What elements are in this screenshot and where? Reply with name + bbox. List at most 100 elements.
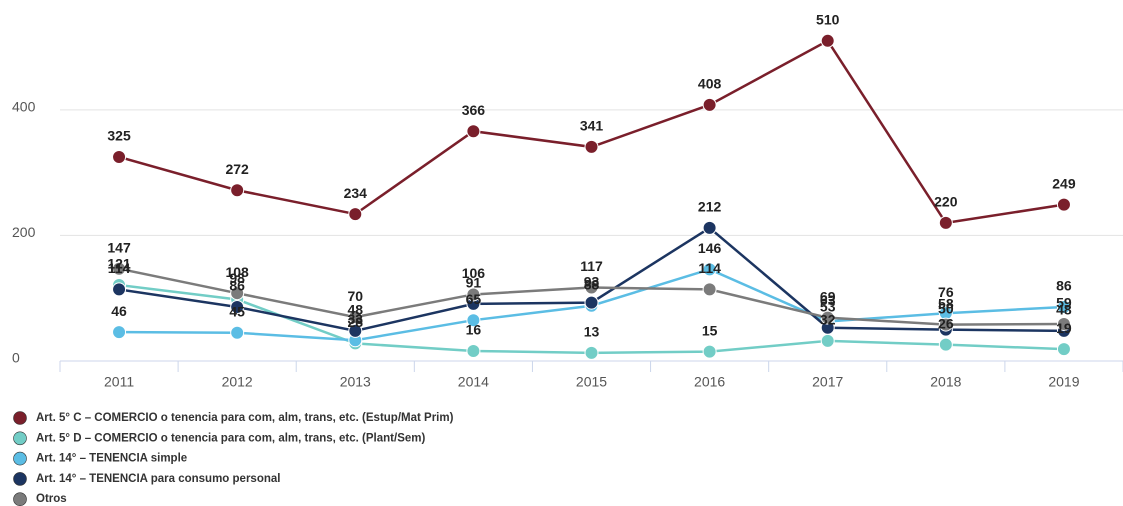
x-tick-label: 2019 xyxy=(1048,374,1079,390)
data-label: 220 xyxy=(934,194,958,210)
data-label: 32 xyxy=(820,312,836,328)
point xyxy=(466,313,481,328)
x-tick-label: 2011 xyxy=(104,374,134,390)
point xyxy=(230,286,245,301)
point xyxy=(938,215,953,230)
point xyxy=(112,282,127,297)
data-label: 341 xyxy=(580,118,604,134)
point xyxy=(1056,197,1071,212)
point xyxy=(230,325,245,340)
legend-marker xyxy=(13,451,27,466)
legend-label: Otros xyxy=(36,493,67,505)
x-tick-label: 2014 xyxy=(458,374,489,390)
data-label: 48 xyxy=(347,302,363,318)
y-tick-label: 200 xyxy=(12,224,36,240)
x-tick-label: 2018 xyxy=(930,374,961,390)
data-label: 15 xyxy=(702,322,718,338)
data-label: 366 xyxy=(462,102,486,118)
legend-label: Art. 5° C – COMERCIO o tenencia para com… xyxy=(36,412,454,424)
point xyxy=(584,139,599,154)
data-label: 70 xyxy=(347,288,363,304)
data-label: 98 xyxy=(229,270,245,286)
data-label: 117 xyxy=(580,258,603,274)
data-label: 13 xyxy=(584,324,600,340)
point xyxy=(466,287,481,302)
data-label: 48 xyxy=(1056,302,1072,318)
legend-label: Art. 14° – TENENCIA para consumo persona… xyxy=(36,473,280,485)
point xyxy=(702,344,717,359)
point xyxy=(820,310,835,325)
data-label: 147 xyxy=(107,239,131,255)
point xyxy=(348,323,363,338)
point xyxy=(112,261,127,276)
data-label: 114 xyxy=(698,260,721,276)
legend-label: Art. 5° D – COMERCIO o tenencia para com… xyxy=(36,432,425,444)
y-tick-label: 400 xyxy=(12,99,36,115)
x-tick-label: 2012 xyxy=(222,374,253,390)
data-label: 93 xyxy=(584,273,600,289)
data-label: 46 xyxy=(111,303,127,319)
point xyxy=(1056,342,1071,357)
data-label: 146 xyxy=(698,240,722,256)
data-label: 26 xyxy=(938,315,954,331)
x-tick-label: 2017 xyxy=(812,374,843,390)
legend-marker xyxy=(13,472,27,486)
point xyxy=(230,300,245,315)
data-label: 106 xyxy=(462,265,486,281)
data-label: 86 xyxy=(229,278,245,294)
x-tick-label: 2013 xyxy=(340,374,371,390)
legend-marker xyxy=(13,431,27,446)
point xyxy=(820,33,835,48)
data-label: 33 xyxy=(347,311,363,327)
data-label: 16 xyxy=(466,322,482,338)
legend-marker xyxy=(13,492,27,506)
data-label: 114 xyxy=(108,260,131,276)
point xyxy=(1056,300,1071,315)
data-label: 59 xyxy=(1056,295,1072,311)
data-label: 121 xyxy=(107,256,131,272)
point xyxy=(584,295,599,310)
point xyxy=(1056,316,1071,331)
y-tick-label: 0 xyxy=(12,350,20,366)
data-label: 65 xyxy=(466,291,482,307)
point xyxy=(112,149,127,164)
point xyxy=(702,97,717,112)
legend-label: Art. 14° – TENENCIA simple xyxy=(36,453,187,465)
point xyxy=(820,333,835,348)
legend-marker xyxy=(13,411,27,425)
point xyxy=(702,282,717,297)
data-label: 408 xyxy=(698,76,722,92)
point xyxy=(584,280,599,295)
point xyxy=(938,317,953,332)
data-label: 249 xyxy=(1052,175,1076,191)
data-label: 50 xyxy=(938,300,954,316)
point xyxy=(702,220,717,235)
data-label: 325 xyxy=(107,128,131,144)
point xyxy=(584,345,599,360)
data-label: 212 xyxy=(698,199,722,215)
data-label: 108 xyxy=(225,264,249,280)
x-tick-label: 2016 xyxy=(694,374,725,390)
point xyxy=(348,310,363,325)
data-label: 510 xyxy=(816,12,840,28)
data-label: 28 xyxy=(347,314,363,330)
series-line xyxy=(118,283,1064,355)
data-label: 76 xyxy=(938,284,954,300)
x-tick-label: 2015 xyxy=(576,374,607,390)
point xyxy=(112,325,127,340)
point xyxy=(702,262,717,277)
data-label: 88 xyxy=(584,276,600,292)
data-label: 53 xyxy=(820,298,836,314)
data-label: 63 xyxy=(820,292,836,308)
point xyxy=(466,343,481,358)
data-label: 58 xyxy=(938,295,954,311)
data-label: 19 xyxy=(1056,320,1072,336)
point xyxy=(230,183,245,198)
point xyxy=(348,207,363,222)
data-label: 86 xyxy=(1056,278,1072,294)
data-label: 272 xyxy=(225,161,249,177)
data-label: 69 xyxy=(820,288,836,304)
data-label: 91 xyxy=(466,275,482,291)
data-label: 234 xyxy=(344,185,368,201)
